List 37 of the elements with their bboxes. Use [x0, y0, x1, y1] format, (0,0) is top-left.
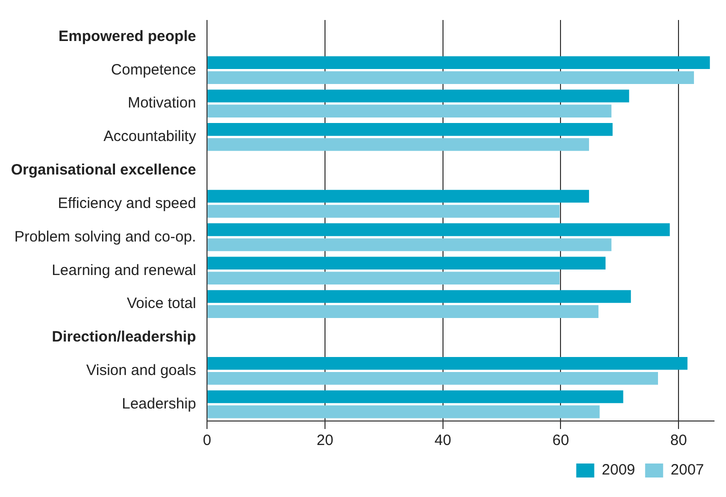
- y-tick-label: Voice total: [126, 295, 196, 312]
- y-tick-label: Learning and renewal: [52, 262, 196, 279]
- bar: [208, 305, 598, 318]
- bar: [208, 123, 613, 136]
- y-tick-label: Leadership: [122, 395, 196, 412]
- legend-label: 2007: [670, 462, 704, 479]
- bar: [208, 372, 658, 385]
- y-tick-label: Problem solving and co-op.: [14, 228, 196, 246]
- bar: [208, 104, 612, 118]
- bar: [208, 204, 560, 218]
- y-tick-label: Organisational excellence: [10, 162, 196, 179]
- bar: [208, 223, 670, 236]
- x-tick-label: 40: [434, 432, 452, 450]
- x-tick-label: 80: [670, 432, 687, 450]
- y-tick-label: Direction/leadership: [52, 328, 196, 346]
- y-tick-label: Accountability: [104, 128, 197, 146]
- y-tick-label: Motivation: [128, 94, 196, 112]
- bar: [208, 71, 694, 84]
- bar: [208, 56, 710, 69]
- bar: [208, 390, 624, 404]
- y-tick-label: Efficiency and speed: [58, 194, 196, 212]
- bar: [208, 190, 590, 203]
- x-tick-label: 20: [316, 432, 334, 450]
- x-tick-label: 0: [202, 432, 212, 450]
- bar: [208, 272, 560, 285]
- legend-label: 2009: [602, 462, 636, 479]
- x-tick-label: 60: [552, 432, 570, 450]
- y-tick-label: Empowered people: [58, 28, 196, 45]
- y-tick-label: Competence: [111, 61, 196, 78]
- bar: [208, 290, 631, 303]
- y-tick-label: Vision and goals: [86, 362, 196, 380]
- bar: [208, 356, 688, 370]
- bar: [208, 138, 590, 151]
- bar: [208, 405, 600, 418]
- bar: [208, 238, 612, 252]
- bar: [208, 256, 606, 270]
- bar: [208, 90, 630, 102]
